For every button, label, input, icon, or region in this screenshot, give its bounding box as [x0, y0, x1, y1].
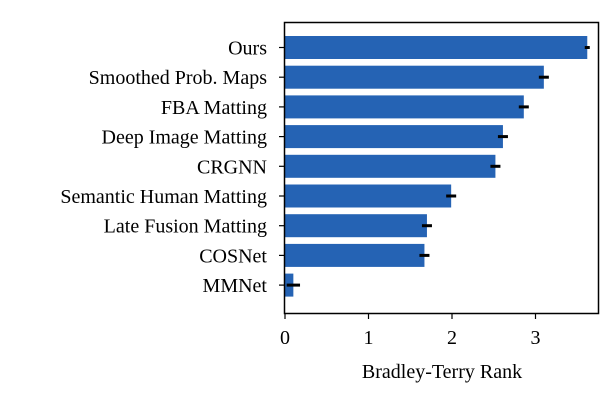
x-tick-label-3: 3 [531, 327, 541, 349]
category-label-4: CRGNN [197, 156, 267, 178]
x-tick-label-0: 0 [280, 327, 290, 349]
category-label-1: Smoothed Prob. Maps [89, 67, 268, 89]
bar-4 [285, 154, 496, 178]
bars-layer [285, 36, 588, 297]
bar-3 [285, 125, 503, 149]
category-labels: Ours Smoothed Prob. Maps FBA Matting Deep I… [60, 38, 285, 297]
bar-2 [285, 95, 524, 119]
category-label-2: FBA Matting [161, 97, 267, 119]
bar-7 [285, 243, 425, 267]
bar-1 [285, 65, 544, 89]
bar-0 [285, 36, 588, 59]
category-label-0: Ours [228, 38, 267, 60]
category-label-8: MMNet [203, 275, 268, 297]
category-label-6: Late Fusion Matting [104, 216, 267, 238]
category-label-3: Deep Image Matting [102, 127, 268, 149]
category-label-7: COSNet [199, 245, 267, 267]
category-label-5: Semantic Human Matting [60, 186, 267, 208]
error-bars-layer [286, 46, 590, 287]
x-axis-title: Bradley-Terry Rank [362, 361, 522, 383]
x-tick-label-2: 2 [447, 327, 457, 349]
x-axis-ticks: 0 1 2 3 [280, 313, 541, 349]
bar-6 [285, 214, 427, 238]
bar-5 [285, 184, 452, 208]
plot-frame [283, 21, 600, 315]
x-tick-label-1: 1 [364, 327, 374, 349]
